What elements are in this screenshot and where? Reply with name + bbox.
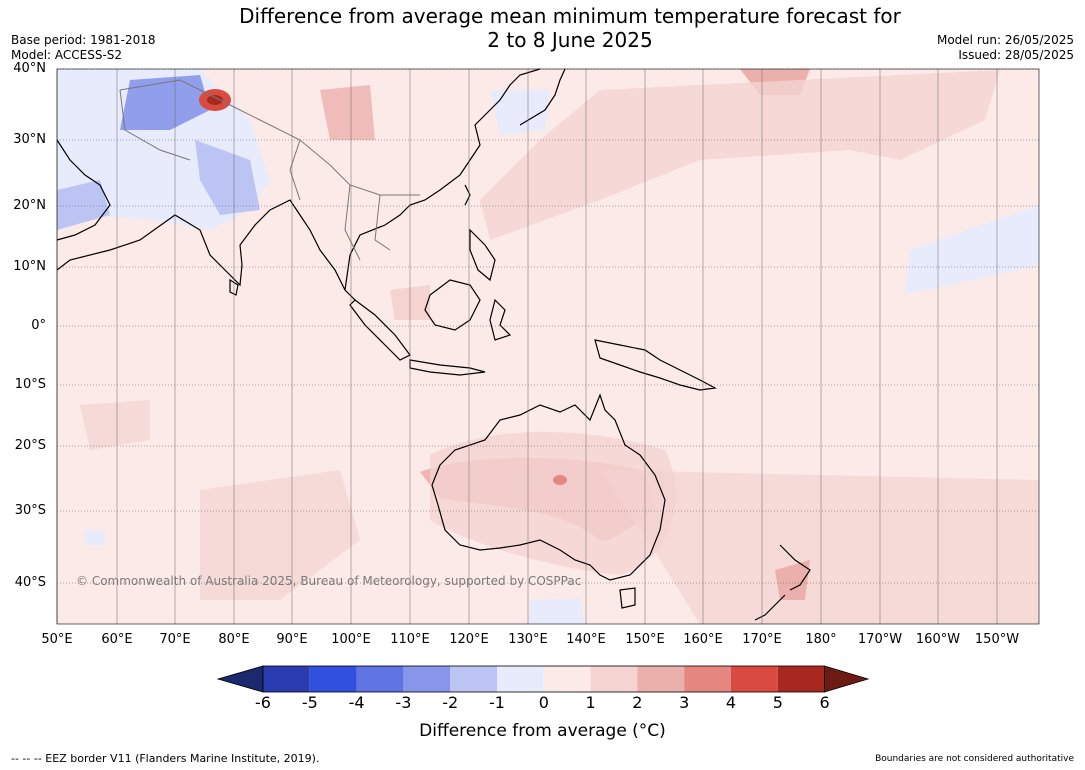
- longitude-label: 110°E: [390, 632, 430, 647]
- boundaries-disclaimer: Boundaries are not considered authoritat…: [875, 754, 1074, 764]
- longitude-label: 150°E: [625, 632, 665, 647]
- latitude-label: 20°N: [13, 198, 46, 213]
- longitude-label: 160°E: [683, 632, 723, 647]
- colorbar-segment: [731, 666, 778, 692]
- longitude-label: 120°E: [449, 632, 489, 647]
- colorbar-tick-label: -3: [395, 693, 412, 712]
- longitude-label: 170°E: [742, 632, 782, 647]
- sumatra-coastline: [349, 299, 411, 361]
- longitude-label: 80°E: [218, 632, 250, 647]
- colorbar-frame: [262, 665, 825, 693]
- new-zealand-coastline: [754, 544, 811, 621]
- latitude-label: 40°N: [13, 61, 46, 76]
- longitude-label: 100°E: [331, 632, 371, 647]
- longitude-label: 130°E: [508, 632, 548, 647]
- latitude-label: 10°S: [14, 377, 46, 392]
- colorbar-segment: [777, 666, 825, 692]
- longitude-label: 160°W: [915, 632, 961, 647]
- eez-legend-text: -- -- -- EEZ border V11 (Flanders Marine…: [11, 752, 320, 765]
- colorbar-tick-label: -5: [301, 693, 318, 712]
- anomaly-shading: [57, 69, 1039, 624]
- colorbar-segment: [356, 666, 404, 692]
- colorbar-tick-label: -1: [489, 693, 505, 712]
- latitude-label: 30°N: [13, 132, 46, 147]
- colorbar-segment: [403, 666, 451, 692]
- colorbar-tick-label: 0: [538, 693, 549, 712]
- latitude-label: 30°S: [14, 503, 46, 518]
- colorbar-segment: [263, 666, 310, 692]
- sulawesi-coastline: [489, 298, 512, 341]
- colorbar-max-arrow: [824, 665, 870, 693]
- colorbar-tick-label: -4: [348, 693, 365, 712]
- colorbar-label: Difference from average (°C): [419, 721, 666, 741]
- latitude-label: 40°S: [14, 575, 46, 590]
- colorbar-segment: [450, 666, 497, 692]
- colorbar-tick-label: 4: [725, 693, 737, 712]
- colorbar-segment: [684, 666, 731, 692]
- colorbar-tick-label: 5: [772, 693, 783, 712]
- longitude-label: 150°W: [974, 632, 1020, 647]
- colorbar-segment: [590, 666, 638, 692]
- colorbar: [216, 665, 870, 693]
- arabia-coastline: [56, 139, 111, 241]
- colorbar-segment: [309, 666, 357, 692]
- australia-coastline: [431, 393, 666, 581]
- philippines-coastline: [469, 228, 496, 282]
- colorbar-segment: [637, 666, 685, 692]
- model-text: Model: ACCESS-S2: [11, 48, 123, 62]
- sri-lanka-coastline: [229, 278, 239, 296]
- new-guinea-coastline: [594, 339, 717, 391]
- longitude-label: 140°E: [566, 632, 606, 647]
- title-line-2: 2 to 8 June 2025: [487, 28, 653, 52]
- country-borders: [119, 79, 420, 261]
- title-line-1: Difference from average mean minimum tem…: [239, 4, 901, 28]
- map-frame: [56, 68, 1040, 625]
- colorbar-tick-label: -6: [255, 693, 271, 712]
- map-title: Difference from average mean minimum tem…: [0, 4, 1085, 52]
- latitude-label: 10°N: [13, 259, 46, 274]
- tasmania-coastline: [619, 587, 636, 609]
- japan-coastline: [519, 68, 566, 126]
- base-period-text: Base period: 1981-2018: [11, 33, 156, 47]
- issued-text: Issued: 28/05/2025: [958, 48, 1074, 62]
- model-run-text: Model run: 26/05/2025: [936, 33, 1074, 47]
- taiwan-coastline: [464, 184, 471, 206]
- longitude-label: 90°E: [276, 632, 308, 647]
- longitude-label: 50°E: [41, 632, 73, 647]
- longitude-label: 170°W: [857, 632, 903, 647]
- longitude-label: 180°: [805, 632, 837, 647]
- java-coastline: [409, 359, 486, 376]
- longitude-label: 60°E: [101, 632, 133, 647]
- latitude-label: 20°S: [14, 438, 46, 453]
- colorbar-segment: [497, 666, 544, 692]
- colorbar-tick-label: 2: [632, 693, 643, 712]
- copyright-watermark: © Commonwealth of Australia 2025, Bureau…: [76, 574, 582, 588]
- colorbar-tick-label: 3: [679, 693, 690, 712]
- colorbar-segment: [543, 666, 591, 692]
- longitude-label: 70°E: [159, 632, 191, 647]
- colorbar-tick-label: 1: [585, 693, 596, 712]
- colorbar-tick-label: -2: [442, 693, 459, 712]
- borneo-coastline: [424, 279, 481, 331]
- colorbar-min-arrow: [216, 665, 264, 693]
- colorbar-tick-label: 6: [819, 693, 830, 712]
- latitude-label: 0°: [31, 318, 46, 333]
